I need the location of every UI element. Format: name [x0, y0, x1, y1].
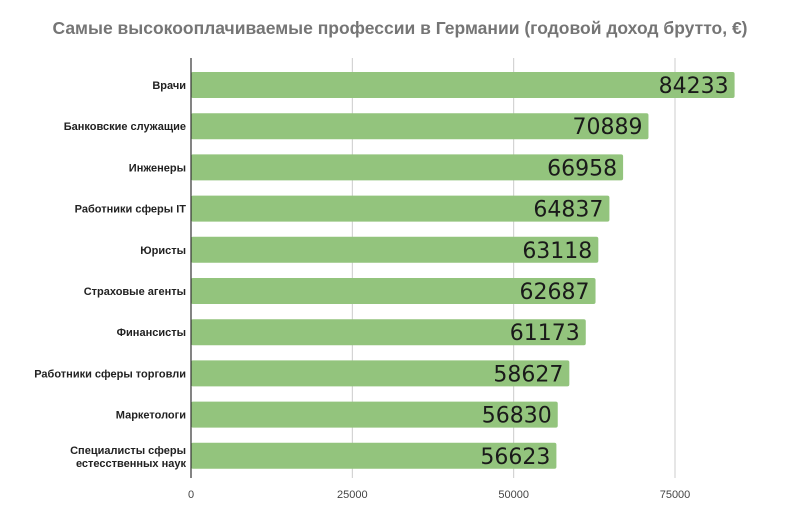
data-label: 66958 — [547, 156, 617, 181]
data-label: 64837 — [533, 198, 603, 223]
category-label: Маркетологи — [116, 410, 186, 422]
data-label: 56623 — [480, 445, 550, 470]
bar[interactable] — [191, 154, 624, 181]
bar[interactable] — [191, 401, 558, 428]
category-label: Врачи — [152, 80, 186, 92]
category-label: Банковские служащие — [64, 121, 186, 133]
data-label: 84233 — [659, 74, 729, 99]
bar[interactable] — [191, 278, 596, 304]
category-label: Инженеры — [129, 162, 186, 174]
bar[interactable] — [191, 442, 557, 469]
data-label: 70889 — [572, 115, 642, 140]
chart-title: Самые высокооплачиваемые профессии в Гер… — [52, 18, 748, 38]
category-label: Работники сферы торговли — [34, 368, 186, 380]
bar[interactable] — [191, 195, 610, 222]
data-label: 63118 — [522, 239, 592, 264]
data-label: 61173 — [510, 321, 580, 346]
bar[interactable] — [191, 113, 649, 140]
data-label: 58627 — [493, 362, 563, 387]
category-label: Финансисты — [117, 327, 186, 339]
data-label: 56830 — [482, 404, 552, 429]
x-tick-label: 25000 — [337, 489, 368, 501]
x-tick-label: 50000 — [498, 489, 529, 501]
x-tick-label: 0 — [188, 489, 194, 501]
category-label: Работники сферы IT — [75, 204, 187, 216]
bar[interactable] — [191, 319, 586, 346]
category-label: Юристы — [140, 245, 186, 257]
bar[interactable] — [191, 236, 599, 263]
category-label: Страховые агенты — [84, 286, 186, 298]
category-label: Специалисты сферы естесственных наук — [70, 445, 186, 470]
x-tick-label: 75000 — [660, 489, 691, 501]
bar[interactable] — [191, 360, 570, 387]
data-label: 62687 — [520, 280, 590, 305]
bar[interactable] — [191, 72, 735, 98]
